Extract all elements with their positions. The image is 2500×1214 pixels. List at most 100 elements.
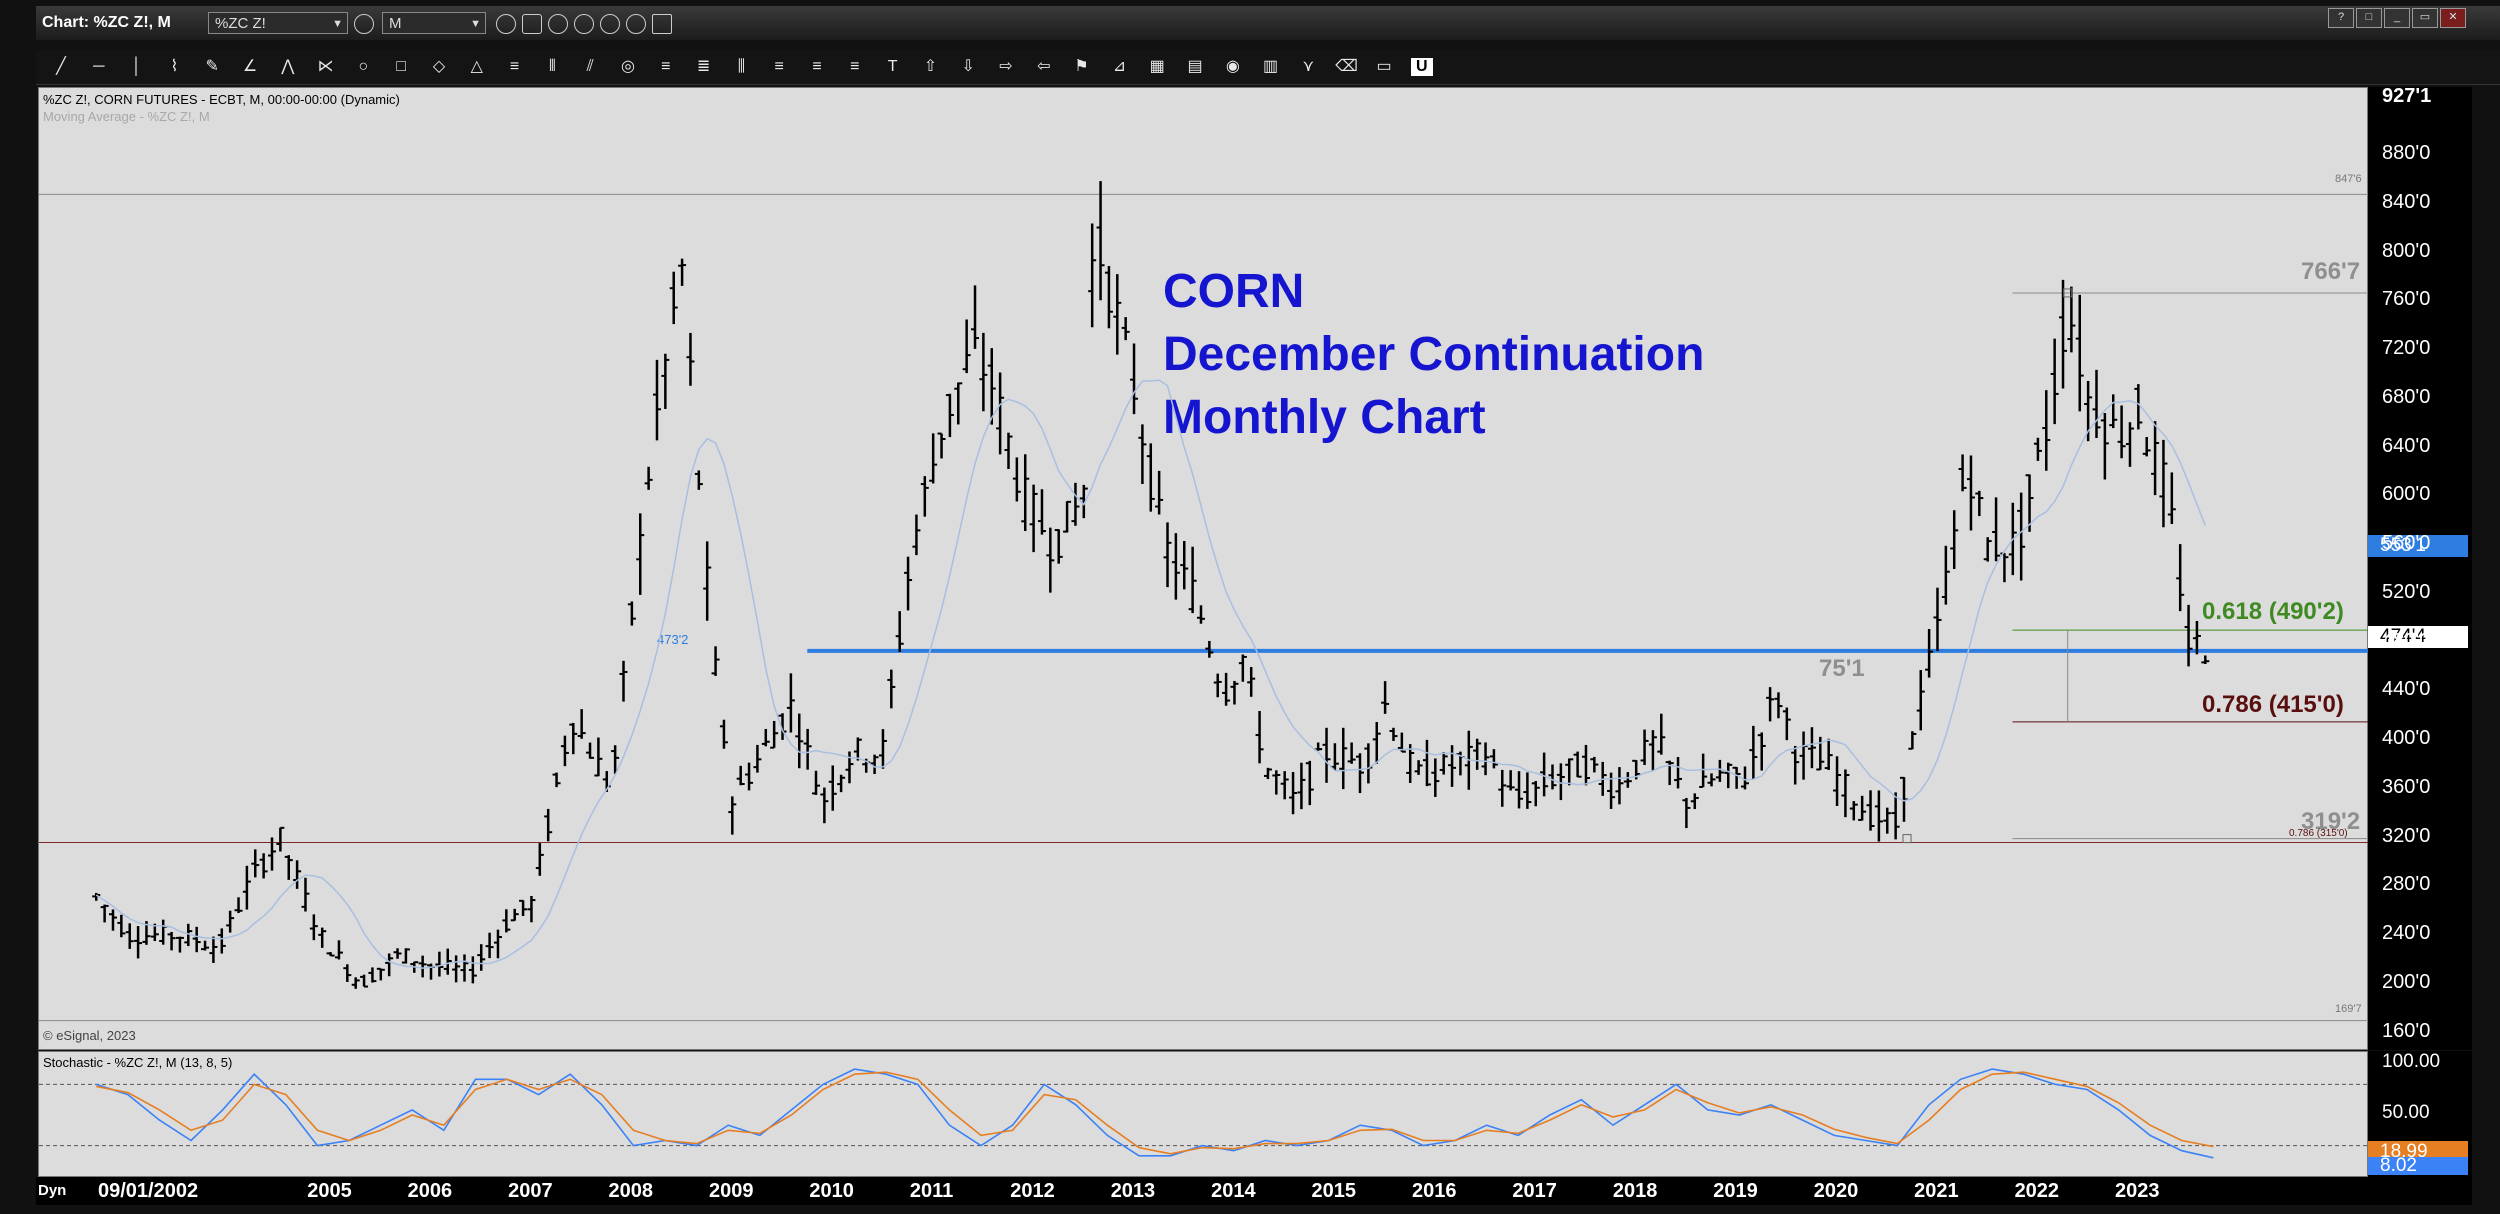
swing-high-marker[interactable] xyxy=(2063,288,2073,298)
note-tool[interactable]: ▭ xyxy=(1376,58,1392,75)
ohlc-bar xyxy=(1381,681,1390,714)
swing-low-marker[interactable] xyxy=(1902,834,1912,844)
eraser-tool[interactable]: ⌫ xyxy=(1335,58,1358,75)
fib-arc-tool[interactable]: ≡ xyxy=(850,58,860,75)
ohlc-bar xyxy=(1916,670,1925,731)
interval-select[interactable]: M ▼ xyxy=(382,12,486,34)
y-tick-label: 440'0 xyxy=(2382,678,2431,701)
ohlc-bar xyxy=(2117,405,2126,459)
link-icon[interactable] xyxy=(626,14,646,34)
copyright-label: © eSignal, 2023 xyxy=(43,1028,136,1043)
price-plot xyxy=(39,181,2369,1022)
ohlc-bar xyxy=(2201,655,2210,664)
stochastic-pane[interactable]: Stochastic - %ZC Z!, M (13, 8, 5) xyxy=(38,1051,2369,1177)
ohlc-bar xyxy=(1699,753,1708,788)
line-tool[interactable]: ╱ xyxy=(56,58,66,75)
minimize-button[interactable]: _ xyxy=(2384,8,2410,28)
ohlc-bar xyxy=(1874,790,1883,842)
arrow-up-tool[interactable]: ⇧ xyxy=(923,58,938,75)
ohlc-bar xyxy=(1079,484,1088,519)
help-button[interactable]: ? xyxy=(2328,8,2354,28)
x-tick-label: 2013 xyxy=(1110,1180,1156,1202)
ohlc-bar xyxy=(761,728,770,747)
vline-tool[interactable]: │ xyxy=(131,58,142,75)
maximize-button[interactable]: ▭ xyxy=(2412,8,2438,28)
parallel-tool[interactable]: ⫽ xyxy=(586,58,594,75)
rect-tool[interactable]: □ xyxy=(396,58,407,75)
arrow-right-tool[interactable]: ⇨ xyxy=(999,58,1013,75)
ohlc-bar xyxy=(1657,713,1666,755)
ohlc-bar xyxy=(1356,753,1365,794)
ohlc-bar xyxy=(2125,422,2134,467)
symbol-select[interactable]: %ZC Z! ▼ xyxy=(208,12,348,34)
ohlc-bar xyxy=(627,601,636,626)
drawing-toolbar: ╱ ─ │ ⌇ ✎ ∠ ⋀ ⋉ ○ □ ◇ △ ≡ ⫴ ⫽ ◎ ≡ ≣ ⫼ ≡ ≡ ≡ T ⇧ ⇩ ⇨ ⇦ ⚑ ⊿ ▦ ▤ ◉ ▥ ⋎ ⌫ ▭ U xyxy=(36,50,2500,85)
ohlc-bar xyxy=(745,762,754,791)
fib-ext-tool[interactable]: ≣ xyxy=(696,58,711,75)
pencil-tool[interactable]: ✎ xyxy=(205,58,219,75)
annotation-title-line-2: December Continuation xyxy=(1163,328,1705,381)
clock-icon[interactable] xyxy=(496,14,516,34)
fib-ret-tool[interactable]: ≡ xyxy=(661,58,671,75)
ohlc-bar xyxy=(1054,529,1063,564)
hline-tool[interactable]: ─ xyxy=(93,58,105,75)
alert-icon[interactable] xyxy=(600,14,620,34)
ohlc-bar xyxy=(1791,745,1800,785)
comment-icon[interactable] xyxy=(652,14,672,34)
y-tick-label: 680'0 xyxy=(2382,385,2431,408)
eraser-shape-tool[interactable]: ◇ xyxy=(432,58,446,75)
channel-tool[interactable]: ≡ xyxy=(509,58,520,75)
gann-tool[interactable]: ⋉ xyxy=(317,58,334,75)
fib-786-label: 0.786 (415'0) xyxy=(2202,691,2344,718)
speed-lines-tool[interactable]: ⫼ xyxy=(737,58,746,75)
fan-tool[interactable]: ⋀ xyxy=(281,58,295,75)
y-tick-label: 760'0 xyxy=(2382,288,2431,311)
ellipse-tool[interactable]: ○ xyxy=(358,58,369,75)
text-tool[interactable]: T xyxy=(887,58,898,75)
pencil-icon[interactable] xyxy=(522,14,542,34)
ohlc-bar xyxy=(1096,181,1105,301)
price-axis[interactable]: 927'1 553'1 474'4 880'0 840'0 800'0 760'0 72… xyxy=(2368,85,2472,1050)
title-bar: Chart: %ZC Z!, M %ZC Z! ▼ M ▼ ? □ _ ▭ ✕ xyxy=(36,6,2500,40)
main-chart-pane[interactable]: %ZC Z!, CORN FUTURES - ECBT, M, 00:00-00… xyxy=(38,87,2369,1050)
interval-select-value: M xyxy=(389,15,402,32)
fib-time-tool[interactable]: ≡ xyxy=(774,58,784,75)
arrow-left-tool[interactable]: ⇦ xyxy=(1037,58,1051,75)
fib-circle-tool[interactable]: ◎ xyxy=(621,58,635,75)
interval-settings-icon[interactable] xyxy=(354,14,374,34)
y-tick-label: 360'0 xyxy=(2382,775,2431,798)
ohlc-bar xyxy=(1305,760,1314,806)
y-tick-label: 480'0 xyxy=(2382,629,2431,652)
play-icon[interactable] xyxy=(574,14,594,34)
fib-fan-tool[interactable]: ≡ xyxy=(812,58,822,75)
y-tick-label: 400'0 xyxy=(2382,727,2431,750)
cycle-tool[interactable]: ⫴ xyxy=(549,58,556,75)
time-axis[interactable]: Dyn 09/01/2002 2005 2006 2007 2008 2009 2010 2… xyxy=(36,1177,2472,1205)
ohlc-bar xyxy=(427,963,436,980)
ohlc-bar xyxy=(268,837,276,871)
ohlc-bar xyxy=(996,372,1005,455)
eye-tool[interactable]: ◉ xyxy=(1225,58,1240,75)
restore-button[interactable]: □ xyxy=(2356,8,2382,28)
wave-tool[interactable]: ⋎ xyxy=(1302,58,1315,75)
u-tool[interactable]: U xyxy=(1410,58,1433,76)
ohlc-bar xyxy=(351,977,360,989)
arrow-down-tool[interactable]: ⇩ xyxy=(961,58,975,75)
gann-box-tool[interactable]: ⊿ xyxy=(1112,58,1127,75)
angle-tool[interactable]: ∠ xyxy=(242,58,258,75)
ohlc-bar xyxy=(284,855,293,880)
wave-icon[interactable] xyxy=(548,14,568,34)
pti-tool[interactable]: ▥ xyxy=(1263,58,1279,75)
grid-tool[interactable]: ▦ xyxy=(1149,58,1165,75)
ohlc-bar xyxy=(661,353,670,409)
ohlc-bar xyxy=(293,860,302,889)
fib-618-label: 0.618 (490'2) xyxy=(2202,598,2344,625)
triangle-tool[interactable]: △ xyxy=(470,58,483,75)
zigzag-tool[interactable]: ⌇ xyxy=(170,58,179,75)
mob-tool[interactable]: ▤ xyxy=(1187,58,1203,75)
flag-tool[interactable]: ⚑ xyxy=(1074,58,1089,75)
close-button[interactable]: ✕ xyxy=(2440,8,2466,28)
ohlc-bar xyxy=(334,940,343,960)
ohlc-bar xyxy=(393,948,402,959)
